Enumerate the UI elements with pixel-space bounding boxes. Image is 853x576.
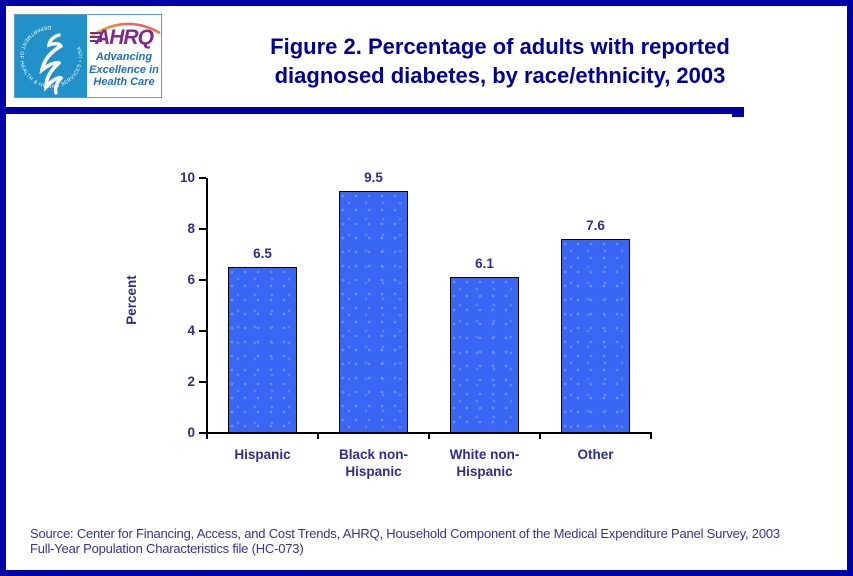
bar-value-label: 9.5: [364, 170, 383, 185]
ahrq-tagline: Advancing Excellence in Health Care: [87, 51, 161, 89]
y-tick-label: 2: [187, 374, 195, 389]
x-tick-mark: [428, 433, 430, 439]
category-label: Hispanic: [207, 446, 318, 463]
y-tick-label: 10: [179, 170, 195, 185]
x-tick-mark: [317, 433, 319, 439]
bar-value-label: 6.1: [475, 256, 494, 271]
y-tick-label: 4: [187, 323, 195, 338]
bar-chart: Percent 0 2 4 6 8 10 6.5 Hispanic 9.5 Black non- H…: [6, 6, 847, 570]
category-label: Other: [540, 446, 651, 463]
ahrq-tagline-line2: Excellence in: [89, 63, 159, 76]
x-tick-mark: [206, 433, 208, 439]
category-label-line: Hispanic: [234, 447, 291, 462]
y-tick-mark: [199, 381, 206, 383]
ahrq-logo-panel: AHRQ Advancing Excellence in Health Care: [87, 15, 161, 97]
source-note-line1: Source: Center for Financing, Access, an…: [30, 526, 780, 541]
source-note-line2: Full-Year Population Characteristics fil…: [30, 540, 304, 556]
figure-title-line1: Figure 2. Percentage of adults with repo…: [270, 34, 730, 59]
figure-title: Figure 2. Percentage of adults with repo…: [180, 32, 820, 90]
y-axis-line: [206, 178, 208, 434]
category-label-line: Hispanic: [345, 464, 402, 479]
category-label-line: Other: [577, 447, 614, 462]
y-tick-mark: [199, 279, 206, 281]
y-axis-title: Percent: [124, 275, 139, 325]
source-note: Source: Center for Financing, Access, an…: [30, 526, 830, 556]
y-tick-label: 0: [187, 425, 195, 440]
bar-value-label: 7.6: [586, 218, 605, 233]
y-tick-label: 6: [187, 272, 195, 287]
bar: [561, 239, 630, 433]
x-tick-mark: [650, 433, 652, 439]
ahrq-hhs-logo: DEPARTMENT OF HEALTH & HUMAN SERVICES • …: [14, 14, 162, 98]
x-tick-mark: [539, 433, 541, 439]
category-label-line: White non-: [449, 447, 520, 462]
y-tick-mark: [199, 330, 206, 332]
category-label-line: Black non-: [338, 447, 408, 462]
figure-title-line2: diagnosed diabetes, by race/ethnicity, 2…: [274, 63, 726, 88]
hhs-seal: DEPARTMENT OF HEALTH & HUMAN SERVICES • …: [15, 15, 87, 97]
category-label: White non- Hispanic: [429, 446, 540, 480]
y-tick-mark: [199, 177, 206, 179]
ahrq-speedlines-icon: [90, 32, 102, 44]
bar: [228, 267, 297, 433]
category-label-line: Hispanic: [456, 464, 513, 479]
y-tick-mark: [199, 432, 206, 434]
header-rule-end-notch: [732, 114, 744, 117]
y-tick-mark: [199, 228, 206, 230]
ahrq-tagline-line3: Health Care: [93, 76, 155, 88]
header-rule: [6, 107, 744, 114]
bar-value-label: 6.5: [253, 246, 272, 261]
ahrq-wordmark: AHRQ: [95, 26, 154, 49]
category-label: Black non- Hispanic: [318, 446, 429, 480]
ahrq-tagline-line1: Advancing: [95, 51, 153, 63]
page-content: DEPARTMENT OF HEALTH & HUMAN SERVICES • …: [6, 6, 847, 570]
bar: [450, 277, 519, 433]
y-tick-label: 8: [187, 221, 195, 236]
hhs-eagle-icon: DEPARTMENT OF HEALTH & HUMAN SERVICES • …: [18, 24, 83, 95]
bar: [339, 191, 408, 433]
